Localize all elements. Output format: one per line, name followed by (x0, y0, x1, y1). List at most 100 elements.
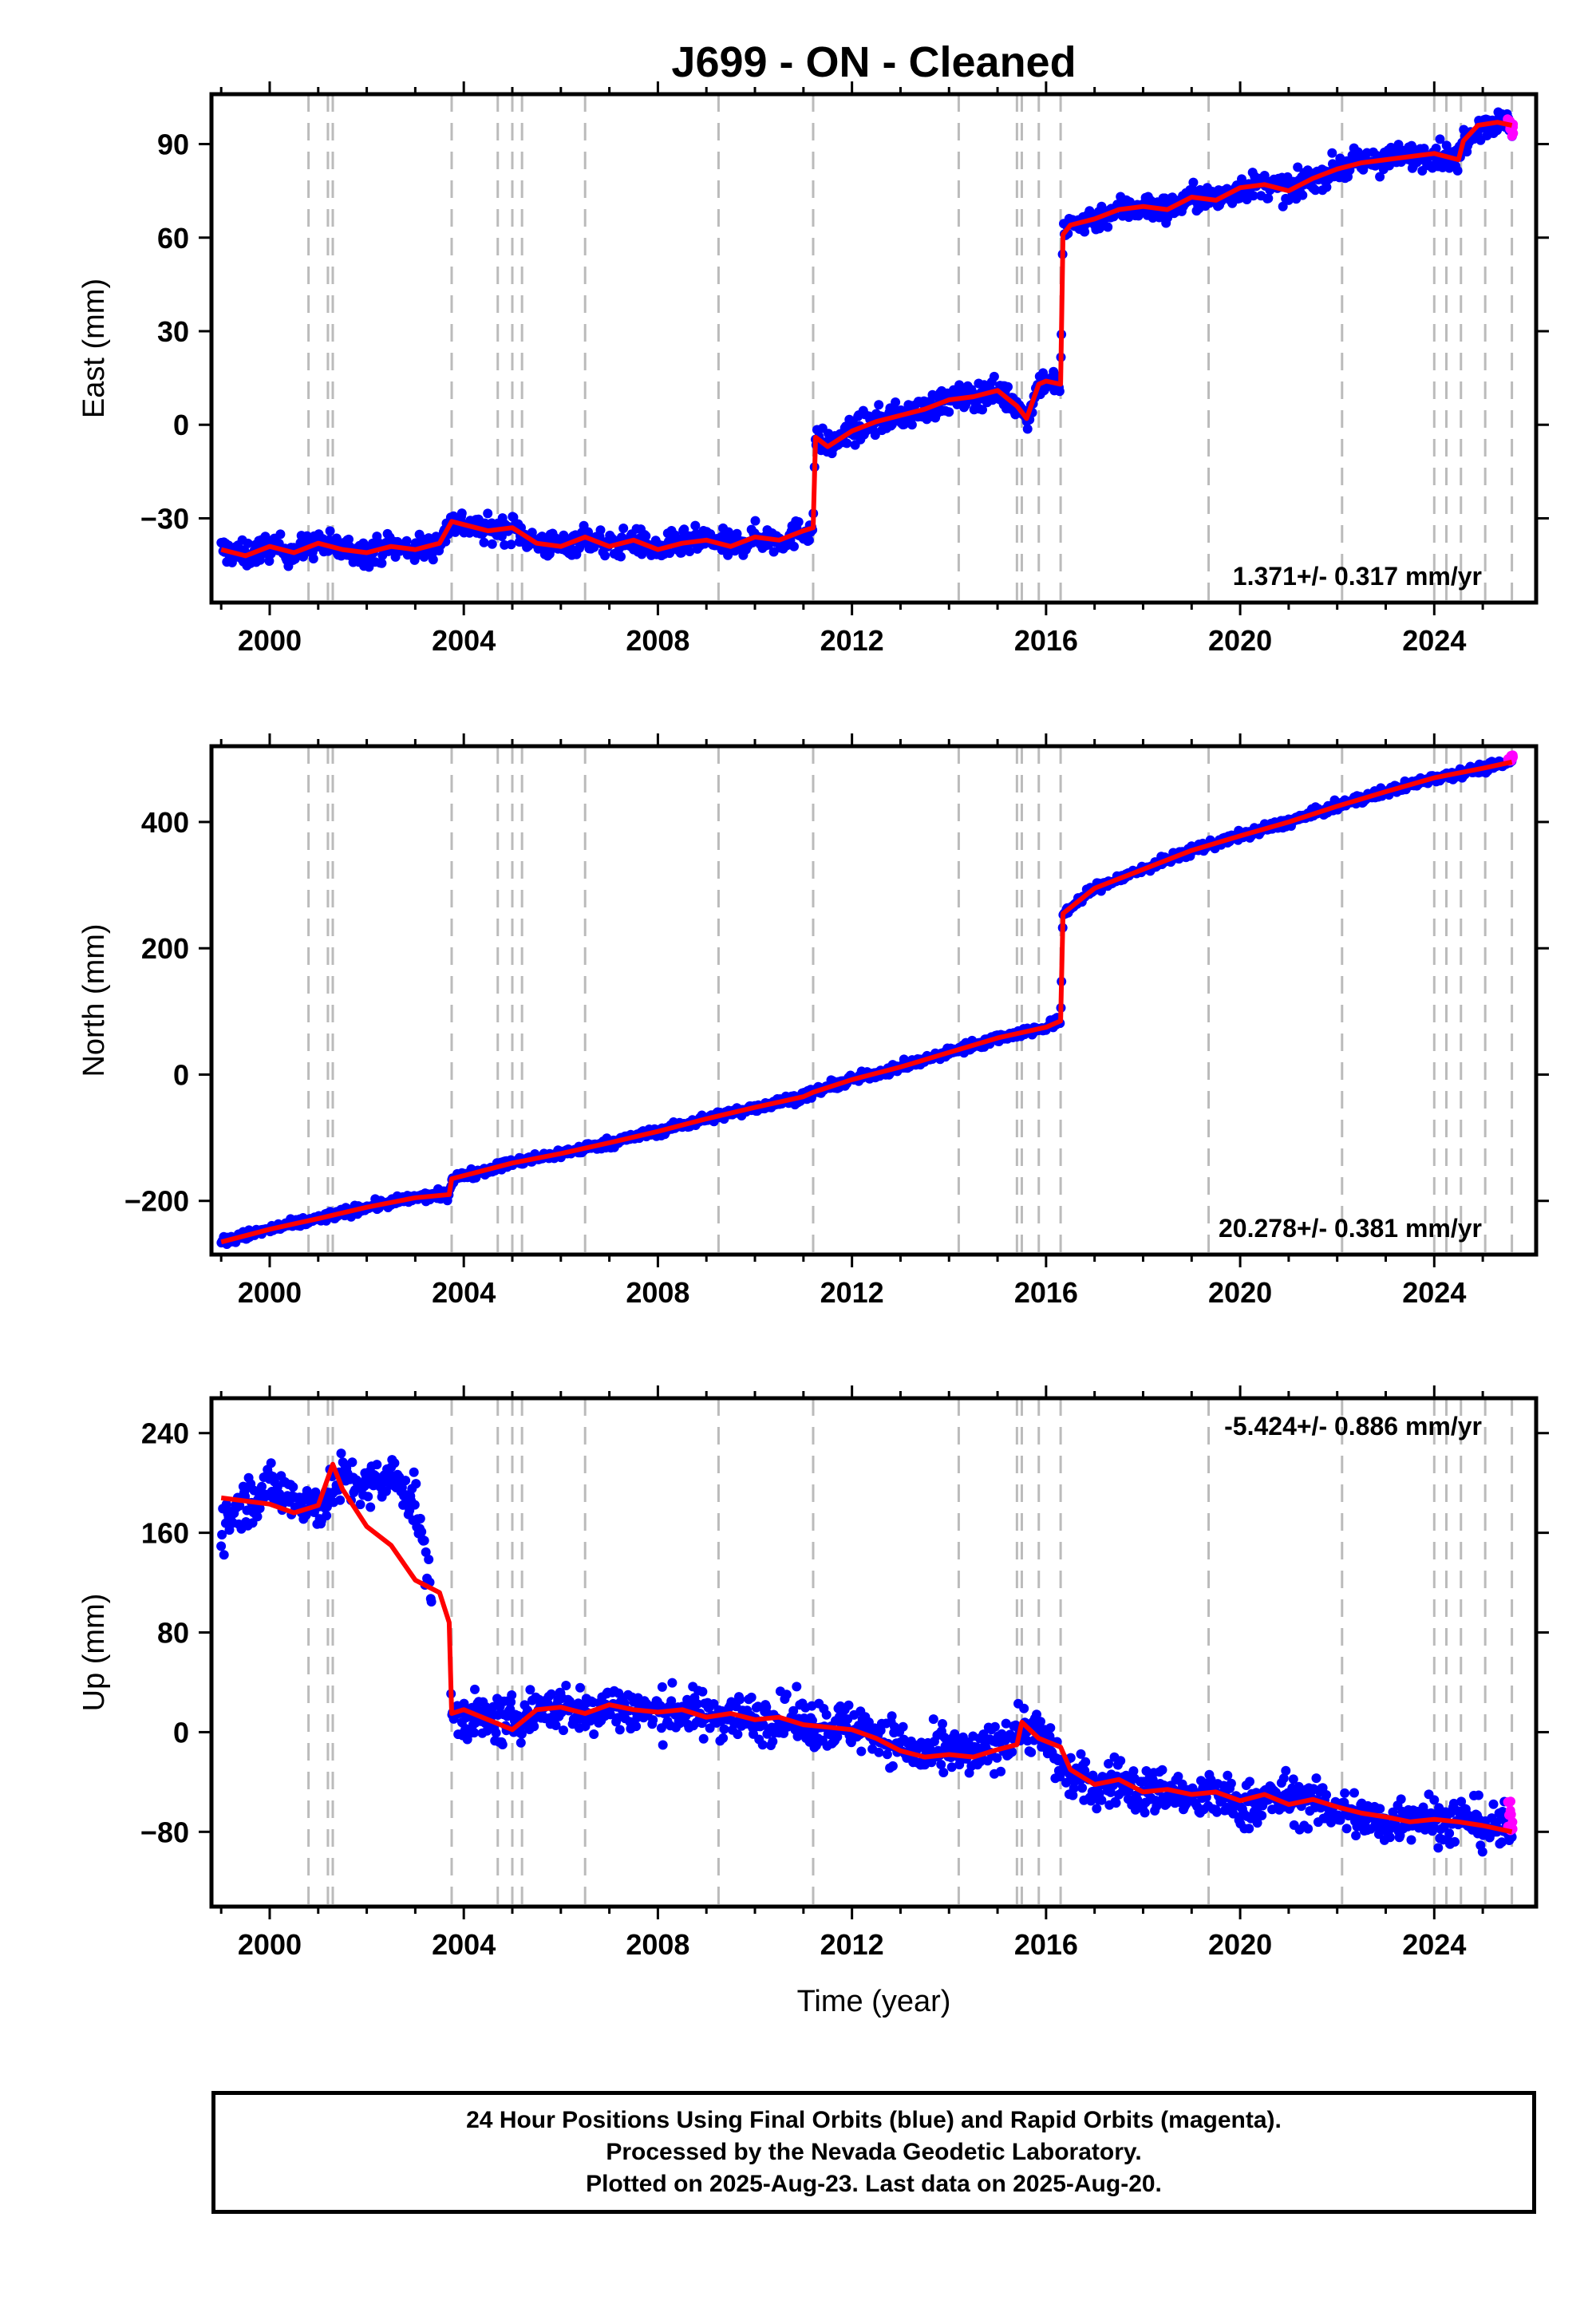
final-orbit-point (735, 1694, 745, 1705)
final-orbit-point (1054, 386, 1065, 397)
final-orbit-point (1375, 1804, 1385, 1814)
x-tick-label: 2000 (238, 1928, 302, 1961)
final-orbit-point (887, 1711, 897, 1721)
final-orbit-point (1007, 1747, 1017, 1757)
final-orbit-point (692, 1699, 702, 1709)
caption-line-1: 24 Hour Positions Using Final Orbits (bl… (466, 2107, 1282, 2133)
final-orbit-point (1080, 227, 1090, 237)
final-orbit-point (1252, 1818, 1262, 1828)
x-tick-label: 2004 (432, 1276, 496, 1309)
final-orbit-point (753, 1701, 763, 1712)
final-orbit-point (842, 438, 852, 449)
x-tick-label: 2000 (238, 1276, 302, 1309)
final-orbit-point (1433, 1843, 1444, 1853)
final-orbit-point (1177, 1779, 1187, 1789)
final-orbit-point (648, 1715, 658, 1725)
y-tick-label: 60 (157, 222, 189, 255)
final-orbit-point (804, 536, 814, 545)
x-tick-label: 2024 (1402, 1928, 1466, 1961)
x-tick-label: 2012 (820, 624, 884, 657)
final-orbit-point (1068, 1790, 1078, 1800)
final-orbit-point (821, 1709, 832, 1720)
final-orbit-point (887, 1761, 898, 1771)
final-orbit-point (618, 524, 629, 533)
final-orbit-point (996, 1766, 1006, 1777)
final-orbit-point (487, 539, 497, 549)
final-orbit-point (1488, 1799, 1499, 1809)
final-orbit-point (989, 371, 999, 381)
final-orbit-point (788, 1705, 799, 1716)
final-orbit-point (335, 1495, 346, 1505)
final-orbit-point (389, 1458, 400, 1468)
final-orbit-point (938, 1768, 949, 1777)
x-tick-label: 2008 (626, 624, 689, 657)
final-orbit-point (561, 1681, 571, 1690)
x-tick-label: 2020 (1208, 1276, 1272, 1309)
final-orbit-point (1429, 1795, 1440, 1805)
final-orbit-point (255, 1504, 265, 1513)
final-orbit-point (1385, 1832, 1395, 1843)
caption-line-2: Processed by the Nevada Geodetic Laborat… (606, 2139, 1142, 2165)
panel-frame (209, 92, 1539, 605)
y-tick-label: −80 (140, 1816, 189, 1848)
y-tick-label: 160 (141, 1517, 189, 1550)
caption-box: 24 Hour Positions Using Final Orbits (bl… (211, 2091, 1536, 2214)
final-orbit-point (907, 420, 917, 430)
y-tick-label: 0 (173, 1058, 189, 1091)
final-orbit-point (344, 534, 354, 544)
final-orbit-point (551, 1721, 561, 1730)
final-orbit-point (882, 1749, 892, 1760)
final-orbit-point (1226, 1778, 1236, 1788)
plot-area (216, 746, 1518, 1255)
final-orbit-point (1263, 193, 1274, 204)
final-orbit-point (679, 524, 689, 535)
x-tick-label: 2024 (1402, 624, 1466, 657)
final-orbit-point (470, 1684, 480, 1694)
final-orbit-point (1111, 1798, 1121, 1808)
rapid-orbit-point (1506, 750, 1516, 761)
final-orbit-point (469, 1728, 480, 1738)
final-orbit-point (409, 1467, 419, 1477)
final-orbit-point (497, 1740, 508, 1749)
y-tick-label: 30 (157, 315, 189, 348)
final-orbit-point (224, 1525, 235, 1535)
final-orbit-point (308, 554, 318, 563)
final-orbit-point (1244, 1824, 1254, 1834)
final-orbit-point (255, 555, 265, 565)
final-orbit-point (529, 1721, 539, 1732)
final-orbit-point (614, 1725, 625, 1735)
final-orbit-point (641, 531, 651, 541)
final-orbit-point (507, 1690, 517, 1700)
final-orbit-point (750, 516, 760, 526)
final-orbit-point (575, 1682, 585, 1693)
final-orbit-point (221, 1499, 231, 1509)
final-orbit-point (936, 1760, 946, 1769)
y-axis-label: North (mm) (77, 923, 111, 1077)
final-orbit-point (275, 529, 286, 539)
final-orbit-point (697, 1686, 708, 1697)
final-orbit-point (1477, 1847, 1487, 1857)
final-orbit-point (1140, 1808, 1150, 1818)
x-axis-label: Time (year) (797, 1985, 951, 2018)
final-orbit-point (944, 407, 954, 417)
final-orbit-point (657, 1682, 667, 1692)
final-orbit-point (1116, 1756, 1126, 1766)
final-orbit-point (426, 1597, 437, 1607)
final-orbit-point (1321, 182, 1332, 192)
x-tick-label: 2008 (626, 1276, 689, 1309)
caption-line-3: Plotted on 2025-Aug-23. Last data on 202… (586, 2171, 1162, 2197)
final-orbit-point (1281, 1765, 1291, 1776)
final-orbit-point (559, 1725, 568, 1736)
x-tick-label: 2016 (1014, 1276, 1078, 1309)
final-orbit-point (1450, 1836, 1460, 1847)
final-orbit-point (781, 1690, 792, 1700)
final-orbit-point (768, 1737, 778, 1747)
final-orbit-point (257, 1481, 267, 1492)
y-tick-label: 90 (157, 128, 189, 161)
final-orbit-point (419, 1535, 429, 1546)
final-orbit-point (1341, 1824, 1352, 1834)
rate-annotation: -5.424+/- 0.886 mm/yr (1224, 1412, 1482, 1441)
plot-area (216, 1398, 1518, 1907)
final-orbit-point (1003, 381, 1013, 392)
final-orbit-point (1076, 1749, 1086, 1759)
